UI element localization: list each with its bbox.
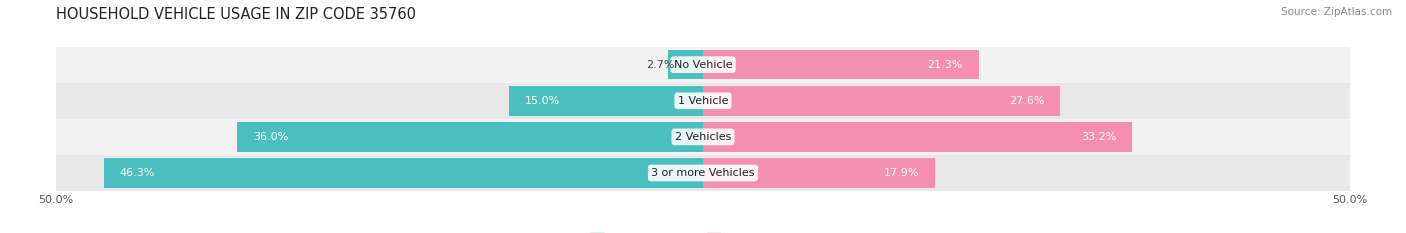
Bar bbox=[703, 158, 935, 188]
Bar bbox=[703, 86, 1060, 116]
Bar bbox=[56, 119, 1350, 155]
Bar bbox=[56, 83, 1350, 119]
Text: 27.6%: 27.6% bbox=[1010, 96, 1045, 106]
Bar bbox=[56, 155, 1350, 191]
Legend: Owner-occupied, Renter-occupied: Owner-occupied, Renter-occupied bbox=[586, 228, 820, 233]
Text: 15.0%: 15.0% bbox=[524, 96, 560, 106]
Text: 1 Vehicle: 1 Vehicle bbox=[678, 96, 728, 106]
Bar bbox=[104, 158, 703, 188]
Bar bbox=[509, 86, 703, 116]
Bar bbox=[703, 50, 979, 79]
Text: No Vehicle: No Vehicle bbox=[673, 60, 733, 70]
Bar bbox=[668, 50, 703, 79]
Text: 36.0%: 36.0% bbox=[253, 132, 288, 142]
Bar bbox=[56, 47, 1350, 83]
Text: 33.2%: 33.2% bbox=[1081, 132, 1116, 142]
Text: 21.3%: 21.3% bbox=[928, 60, 963, 70]
Bar bbox=[238, 122, 703, 152]
Text: HOUSEHOLD VEHICLE USAGE IN ZIP CODE 35760: HOUSEHOLD VEHICLE USAGE IN ZIP CODE 3576… bbox=[56, 7, 416, 22]
Text: 2.7%: 2.7% bbox=[645, 60, 675, 70]
Text: 17.9%: 17.9% bbox=[883, 168, 920, 178]
Text: 46.3%: 46.3% bbox=[120, 168, 155, 178]
Text: Source: ZipAtlas.com: Source: ZipAtlas.com bbox=[1281, 7, 1392, 17]
Text: 3 or more Vehicles: 3 or more Vehicles bbox=[651, 168, 755, 178]
Text: 2 Vehicles: 2 Vehicles bbox=[675, 132, 731, 142]
Bar bbox=[703, 122, 1132, 152]
